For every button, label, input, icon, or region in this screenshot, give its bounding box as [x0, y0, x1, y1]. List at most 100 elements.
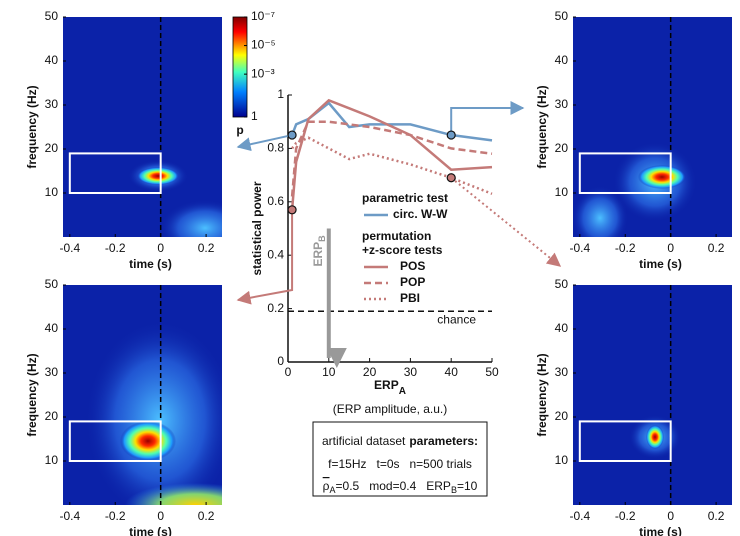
x-tick-label: 0 — [285, 365, 292, 379]
parameter-title-bold: parameters: — [409, 434, 478, 448]
y-tick-label: 40 — [45, 53, 59, 67]
y-tick-label: 20 — [555, 141, 569, 155]
y-axis-label: statistical power — [250, 181, 264, 275]
x-tick-label: 0.2 — [198, 241, 215, 255]
x-tick-label: -0.2 — [105, 509, 126, 523]
y-tick-label: 30 — [555, 365, 569, 379]
heatmap-images — [85, 142, 697, 505]
parameter-box — [312, 421, 488, 497]
x-axis-label: time (s) — [639, 525, 682, 536]
legend-group-title: +z-score tests — [362, 243, 443, 257]
parameter: ERP — [426, 479, 451, 493]
y-tick-label: 50 — [45, 277, 59, 291]
legend-group-title: parametric test — [362, 191, 448, 205]
colorbar-tick-label: 10⁻⁵ — [251, 38, 276, 52]
legend-label: PBI — [400, 291, 420, 305]
analysis-window — [68, 152, 162, 194]
colorbar-tick-label: 1 — [251, 109, 258, 123]
parameter: =10 — [457, 479, 478, 493]
y-tick-label: 1 — [277, 87, 284, 101]
x-axis-label-sub: A — [399, 386, 406, 397]
y-tick-label: 10 — [555, 185, 569, 199]
colorbar-label: p — [236, 123, 243, 137]
heatmap-background — [63, 17, 222, 237]
y-tick-label: 40 — [555, 53, 569, 67]
legend-label: POP — [400, 275, 425, 289]
y-tick-label: 20 — [45, 409, 59, 423]
erp-b-label-sub: B — [317, 235, 327, 242]
y-axis-label: frequency (Hz) — [535, 353, 549, 436]
legend-group-title: permutation — [362, 229, 431, 243]
x-tick-label: 0 — [667, 509, 674, 523]
x-tick-label: 30 — [404, 365, 418, 379]
parameter-title: artificial dataset parameters: — [322, 434, 478, 448]
x-tick-label: 0 — [667, 241, 674, 255]
x-tick-label: -0.2 — [615, 241, 636, 255]
x-tick-label: -0.4 — [569, 509, 590, 523]
y-tick-label: 10 — [45, 453, 59, 467]
y-tick-label: 0.2 — [267, 301, 284, 315]
parameter-line: f=15Hz t=0s n=500 trials — [328, 457, 472, 471]
x-tick-label: -0.4 — [59, 241, 80, 255]
y-tick-label: 30 — [45, 365, 59, 379]
y-axis-label: frequency (Hz) — [25, 85, 39, 168]
x-tick-label: 0 — [157, 509, 164, 523]
x-tick-label: -0.2 — [615, 509, 636, 523]
x-tick-label: 10 — [322, 365, 336, 379]
y-tick-label: 0.6 — [267, 194, 284, 208]
erp-b-label-text: ERP — [311, 242, 325, 267]
erp-b-label: ERPB — [311, 235, 327, 267]
y-tick-label: 10 — [555, 453, 569, 467]
y-tick-label: 20 — [555, 409, 569, 423]
highlight-marker — [446, 130, 456, 140]
y-tick-label: 50 — [555, 277, 569, 291]
analysis-window — [68, 420, 162, 462]
series-line — [290, 98, 493, 210]
x-tick-label: -0.4 — [59, 509, 80, 523]
x-tick-label: -0.2 — [105, 241, 126, 255]
x-axis-label: time (s) — [129, 257, 172, 271]
y-tick-label: 20 — [45, 141, 59, 155]
panel-arrow — [450, 101, 525, 136]
y-tick-label: 50 — [45, 9, 59, 23]
series-line — [290, 101, 493, 142]
colorbar-tick-label: 10⁻⁷ — [251, 9, 275, 23]
x-tick-label: -0.4 — [569, 241, 590, 255]
legend-label: circ. W-W — [393, 207, 448, 221]
y-tick-label: 30 — [555, 97, 569, 111]
y-tick-label: 50 — [555, 9, 569, 23]
chance-label: chance — [437, 312, 476, 326]
colorbar — [232, 16, 248, 118]
highlight-marker — [446, 173, 456, 183]
x-axis-label: time (s) — [639, 257, 682, 271]
series-line — [291, 136, 493, 195]
parameter-line: ρA=0.5 mod=0.4 ERPB=10 — [323, 479, 478, 495]
x-tick-label: 50 — [485, 365, 499, 379]
parameter-symbol: ρ — [323, 479, 330, 493]
y-tick-label: 0 — [277, 354, 284, 368]
y-tick-label: 0.4 — [267, 247, 284, 261]
x-tick-label: 0.2 — [708, 241, 725, 255]
x-tick-label: 0.2 — [198, 509, 215, 523]
parameter: t=0s — [376, 457, 399, 471]
legend-label: POS — [400, 259, 425, 273]
y-axis-label: frequency (Hz) — [25, 353, 39, 436]
x-axis-label-text: ERP — [374, 378, 399, 392]
x-tick-label: 20 — [363, 365, 377, 379]
x-axis-note: (ERP amplitude, a.u.) — [333, 402, 448, 416]
y-tick-label: 10 — [45, 185, 59, 199]
parameter-title-text: artificial dataset — [322, 434, 406, 448]
panel-arrow — [450, 176, 562, 267]
x-tick-label: 0.2 — [708, 509, 725, 523]
y-tick-label: 40 — [555, 321, 569, 335]
parameter: mod=0.4 — [369, 479, 416, 493]
series-line — [290, 120, 493, 197]
x-tick-label: 0 — [157, 241, 164, 255]
y-tick-label: 0.8 — [267, 141, 284, 155]
parameter-sub: B — [451, 485, 457, 495]
parameter: n=500 trials — [410, 457, 472, 471]
y-axis-label: frequency (Hz) — [535, 85, 549, 168]
y-tick-label: 30 — [45, 97, 59, 111]
colorbar-tick-label: 10⁻³ — [251, 66, 275, 80]
